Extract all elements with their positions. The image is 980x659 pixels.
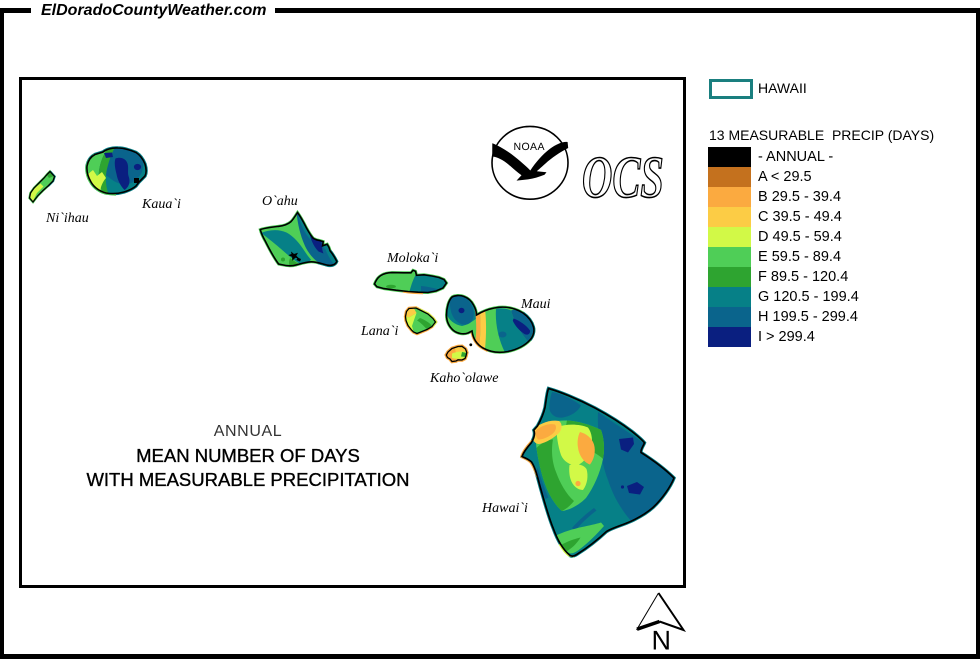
- svg-text:NOAA: NOAA: [514, 141, 545, 153]
- svg-text:N: N: [652, 626, 672, 656]
- svg-text:OCS: OCS: [582, 146, 664, 211]
